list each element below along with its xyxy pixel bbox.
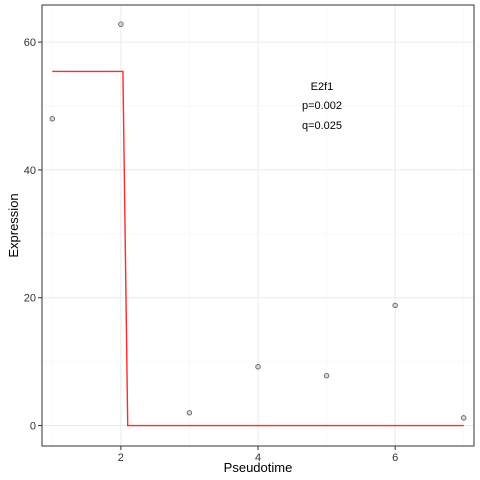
y-tick-label: 40 [24, 165, 36, 177]
x-tick-label: 6 [392, 452, 398, 464]
data-point [50, 116, 55, 121]
data-point [324, 373, 329, 378]
x-axis-title: Pseudotime [224, 460, 293, 475]
data-point [393, 303, 398, 308]
annotation-label: p=0.002 [302, 100, 342, 112]
data-point [256, 364, 261, 369]
y-axis-title: Expression [6, 193, 21, 257]
data-point [461, 416, 466, 421]
data-point [187, 410, 192, 415]
data-point [119, 22, 124, 27]
annotation-label: q=0.025 [302, 120, 342, 132]
y-tick-label: 0 [30, 421, 36, 433]
x-tick-label: 2 [118, 452, 124, 464]
y-tick-label: 60 [24, 37, 36, 49]
annotation-label: E2f1 [311, 81, 334, 93]
y-tick-label: 20 [24, 293, 36, 305]
